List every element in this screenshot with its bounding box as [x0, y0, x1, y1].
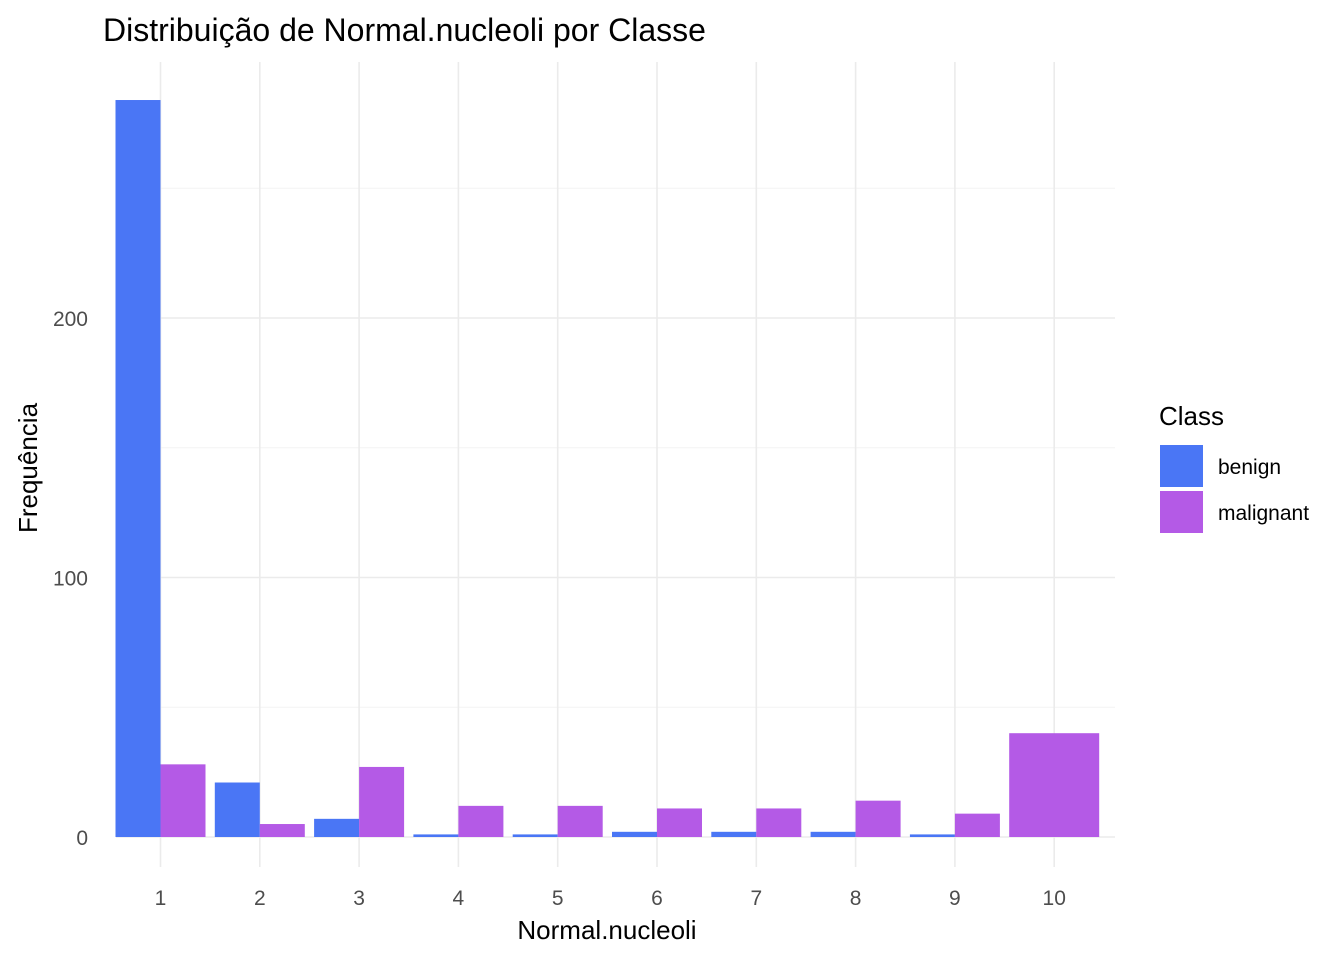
bar-benign-7: [711, 831, 757, 837]
legend: Class benign malignant: [1159, 401, 1309, 533]
x-axis-title: Normal.nucleoli: [517, 915, 696, 945]
bar-benign-6: [612, 831, 657, 837]
x-tick-label: 7: [750, 887, 762, 910]
x-tick-label: 1: [155, 887, 167, 910]
x-tick-label: 9: [949, 887, 961, 910]
x-tick-label: 4: [453, 887, 465, 910]
bar-malignant-8: [855, 800, 901, 837]
y-tick-label: 100: [53, 568, 88, 591]
bar-malignant-1: [160, 764, 206, 837]
bar-malignant-10: [1009, 733, 1100, 837]
x-tick-label: 2: [254, 887, 266, 910]
legend-items: benign malignant: [1160, 445, 1309, 533]
bar-benign-1: [115, 100, 161, 837]
chart-title: Distribuição de Normal.nucleoli por Clas…: [103, 12, 706, 48]
bar-malignant-3: [359, 766, 405, 837]
legend-swatch-benign: [1160, 445, 1203, 487]
x-tick-label: 6: [651, 887, 663, 910]
bar-malignant-6: [657, 808, 702, 837]
legend-swatch-malignant: [1160, 491, 1203, 533]
bar-malignant-4: [458, 805, 504, 837]
x-tick-label: 8: [850, 887, 862, 910]
y-tick-label: 0: [76, 827, 88, 850]
x-tick-label: 3: [353, 887, 365, 910]
bar-benign-4: [413, 834, 459, 837]
bars: [115, 100, 1100, 837]
legend-label-benign: benign: [1218, 456, 1281, 479]
legend-title: Class: [1159, 401, 1224, 431]
x-tick-label: 10: [1043, 887, 1066, 910]
grid-lines: [116, 62, 1115, 867]
bar-malignant-2: [259, 824, 305, 837]
bar-malignant-7: [756, 808, 802, 837]
bar-benign-2: [214, 782, 260, 837]
y-axis-ticks: 0 100 200: [53, 308, 88, 850]
bar-benign-5: [512, 834, 558, 837]
bar-benign-9: [909, 834, 955, 837]
y-tick-label: 200: [53, 308, 88, 331]
x-axis-ticks: 1 2 3 4 5 6 7 8 9 10: [155, 887, 1066, 910]
x-tick-label: 5: [552, 887, 564, 910]
bar-malignant-9: [954, 813, 1000, 837]
legend-label-malignant: malignant: [1218, 502, 1309, 525]
y-axis-title: Frequência: [13, 402, 43, 533]
bar-benign-3: [314, 818, 360, 837]
bar-malignant-5: [557, 805, 603, 837]
bar-benign-8: [810, 831, 856, 837]
